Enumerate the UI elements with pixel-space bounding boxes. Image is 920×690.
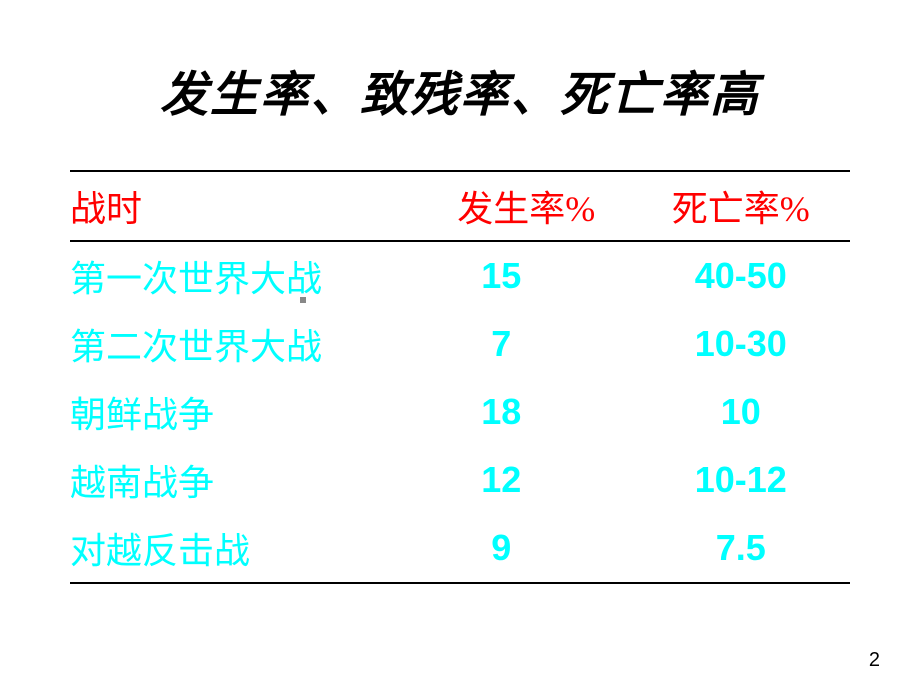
- marker-dot: [300, 297, 306, 303]
- cell-rate1: 12: [421, 446, 632, 514]
- cell-rate2: 10-12: [632, 446, 850, 514]
- header-rate1: 发生率%: [421, 171, 632, 241]
- page-number: 2: [869, 649, 880, 672]
- table-header-row: 战时 发生率% 死亡率%: [70, 171, 850, 241]
- cell-rate2: 40-50: [632, 241, 850, 310]
- table-row: 越南战争 12 10-12: [70, 446, 850, 514]
- table-row: 第一次世界大战 15 40-50: [70, 241, 850, 310]
- cell-rate1: 7: [421, 310, 632, 378]
- cell-rate1: 18: [421, 378, 632, 446]
- slide-container: 发生率、致残率、死亡率高 战时 发生率% 死亡率% 第一次世界大战 15 40-…: [0, 0, 920, 690]
- cell-war: 朝鲜战争: [70, 378, 421, 446]
- data-table: 战时 发生率% 死亡率% 第一次世界大战 15 40-50 第二次世界大战 7 …: [70, 170, 850, 584]
- table-row: 朝鲜战争 18 10: [70, 378, 850, 446]
- cell-rate2: 10-30: [632, 310, 850, 378]
- cell-war: 第二次世界大战: [70, 310, 421, 378]
- cell-rate1: 15: [421, 241, 632, 310]
- table-row: 第二次世界大战 7 10-30: [70, 310, 850, 378]
- cell-rate1: 9: [421, 514, 632, 583]
- cell-war: 第一次世界大战: [70, 241, 421, 310]
- header-rate2: 死亡率%: [632, 171, 850, 241]
- cell-war: 对越反击战: [70, 514, 421, 583]
- table-row: 对越反击战 9 7.5: [70, 514, 850, 583]
- cell-rate2: 10: [632, 378, 850, 446]
- header-war: 战时: [70, 171, 421, 241]
- cell-rate2: 7.5: [632, 514, 850, 583]
- cell-war: 越南战争: [70, 446, 421, 514]
- table-container: 战时 发生率% 死亡率% 第一次世界大战 15 40-50 第二次世界大战 7 …: [70, 170, 850, 584]
- slide-title: 发生率、致残率、死亡率高: [70, 55, 850, 125]
